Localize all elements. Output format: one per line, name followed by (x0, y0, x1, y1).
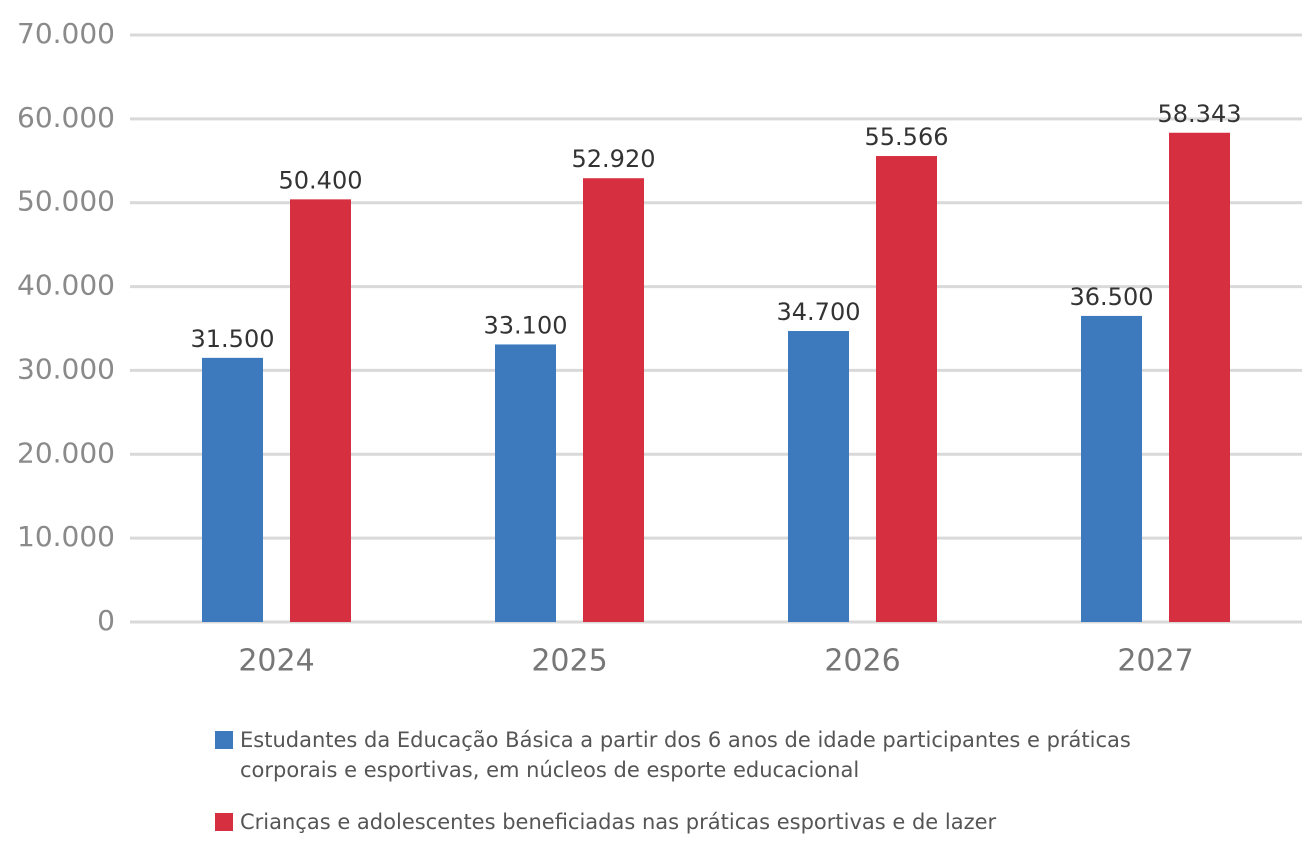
bar (583, 178, 644, 622)
value-label: 52.920 (572, 145, 656, 173)
legend-label: Estudantes da Educação Básica a partir d… (240, 728, 1131, 782)
page: 0 10.000 20.000 30.000 40.000 50.000 60.000 70.… (17, 17, 1302, 834)
legend-item: Estudantes da Educação Básica a partir d… (215, 725, 1155, 785)
x-tick-label: 2026 (824, 644, 900, 679)
chart: 0 10.000 20.000 30.000 40.000 50.000 60.000 70.… (17, 17, 1302, 679)
x-tick-label: 2025 (531, 644, 607, 679)
value-label: 55.566 (865, 123, 949, 151)
legend: Estudantes da Educação Básica a partir d… (215, 725, 1155, 859)
legend-swatch (215, 731, 233, 749)
y-tick-label: 70.000 (17, 17, 115, 50)
y-tick-label: 50.000 (17, 185, 115, 218)
y-tick-label: 30.000 (17, 352, 115, 385)
value-label: 31.500 (191, 325, 275, 353)
legend-item: Crianças e adolescentes beneficiadas nas… (215, 807, 1155, 837)
value-label: 36.500 (1070, 283, 1154, 311)
bar (876, 156, 937, 622)
bar (495, 344, 556, 622)
value-label: 34.700 (777, 298, 861, 326)
bar (788, 331, 849, 622)
x-tick-label: 2024 (238, 644, 314, 679)
value-label: 50.400 (279, 166, 363, 194)
legend-swatch (215, 813, 233, 831)
y-tick-label: 0 (97, 604, 115, 637)
value-label: 33.100 (484, 311, 568, 339)
legend-label: Crianças e adolescentes beneficiadas nas… (240, 810, 997, 834)
y-tick-label: 10.000 (17, 520, 115, 553)
value-label: 58.343 (1158, 100, 1242, 128)
bar (1169, 132, 1230, 623)
bar (1081, 315, 1142, 622)
y-tick-label: 40.000 (17, 269, 115, 302)
x-tick-label: 2027 (1117, 644, 1193, 679)
y-tick-label: 20.000 (17, 436, 115, 469)
y-tick-label: 60.000 (17, 101, 115, 134)
bar (290, 199, 351, 623)
bar (202, 357, 263, 622)
